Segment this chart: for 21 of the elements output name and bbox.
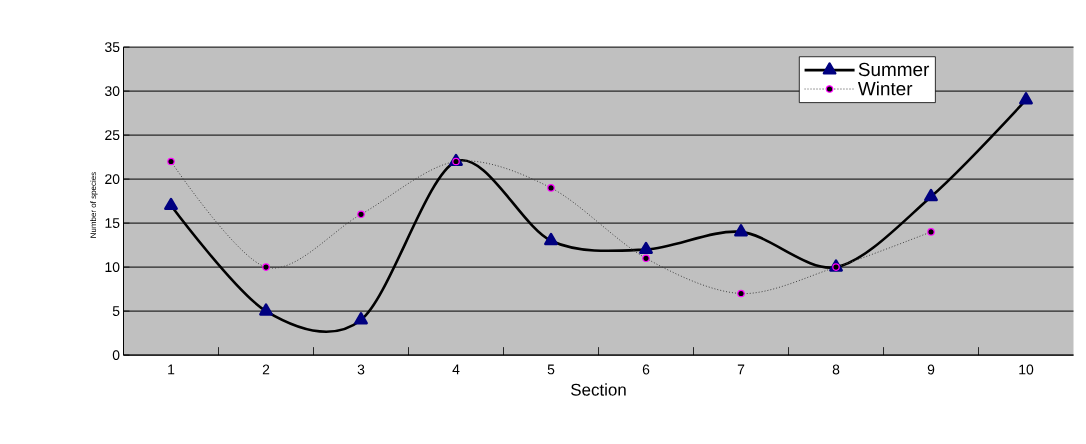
y-tick-label: 35 <box>105 42 120 53</box>
y-tick-label: 10 <box>105 262 120 273</box>
y-tick-label: 5 <box>112 306 120 316</box>
y-tick-label: 0 <box>112 350 120 361</box>
x-tick-label: 4 <box>452 364 460 375</box>
x-tick-label: 7 <box>737 364 745 375</box>
y-tick-label: 25 <box>105 130 120 141</box>
x-axis-title: Section <box>571 383 626 396</box>
legend-label: Summer <box>858 62 930 77</box>
x-tick-label: 6 <box>642 364 650 375</box>
x-tick-label: 10 <box>1019 364 1034 375</box>
x-tick-label: 2 <box>262 364 270 375</box>
x-tick-label: 8 <box>832 364 840 375</box>
legend-label: Winter <box>857 81 913 96</box>
x-tick-label: 3 <box>357 364 365 375</box>
y-tick-label: 30 <box>105 86 120 97</box>
x-tick-label: 5 <box>547 364 555 375</box>
x-tick-label: 9 <box>927 364 935 375</box>
y-tick-label: 15 <box>105 218 120 228</box>
x-tick-label: 1 <box>168 364 175 375</box>
y-tick-label: 20 <box>105 174 120 185</box>
